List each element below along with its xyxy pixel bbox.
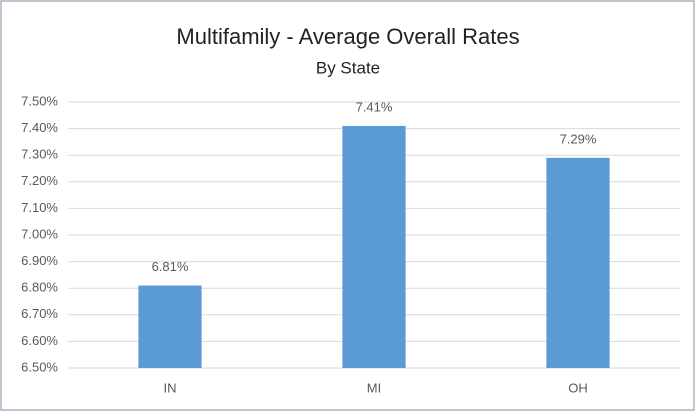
chart-title: Multifamily - Average Overall Rates <box>176 24 519 49</box>
y-tick-label: 6.50% <box>21 359 58 374</box>
y-tick-label: 7.10% <box>21 200 58 215</box>
bar <box>138 285 202 368</box>
y-tick-label: 6.80% <box>21 280 58 295</box>
bar <box>546 157 610 368</box>
y-tick-label: 6.70% <box>21 306 58 321</box>
bar <box>342 125 406 368</box>
data-label: 6.81% <box>152 259 189 274</box>
y-tick-label: 7.30% <box>21 147 58 162</box>
y-tick-label: 7.00% <box>21 226 58 241</box>
x-tick-label: MI <box>367 380 381 395</box>
y-tick-label: 7.40% <box>21 120 58 135</box>
x-tick-label: OH <box>568 380 588 395</box>
y-tick-label: 6.60% <box>21 333 58 348</box>
data-label: 7.29% <box>560 131 597 146</box>
y-tick-label: 7.20% <box>21 173 58 188</box>
data-label: 7.41% <box>356 99 393 114</box>
y-tick-label: 7.50% <box>21 93 58 108</box>
y-tick-label: 6.90% <box>21 253 58 268</box>
x-tick-label: IN <box>164 380 177 395</box>
chart-subtitle: By State <box>316 58 380 77</box>
